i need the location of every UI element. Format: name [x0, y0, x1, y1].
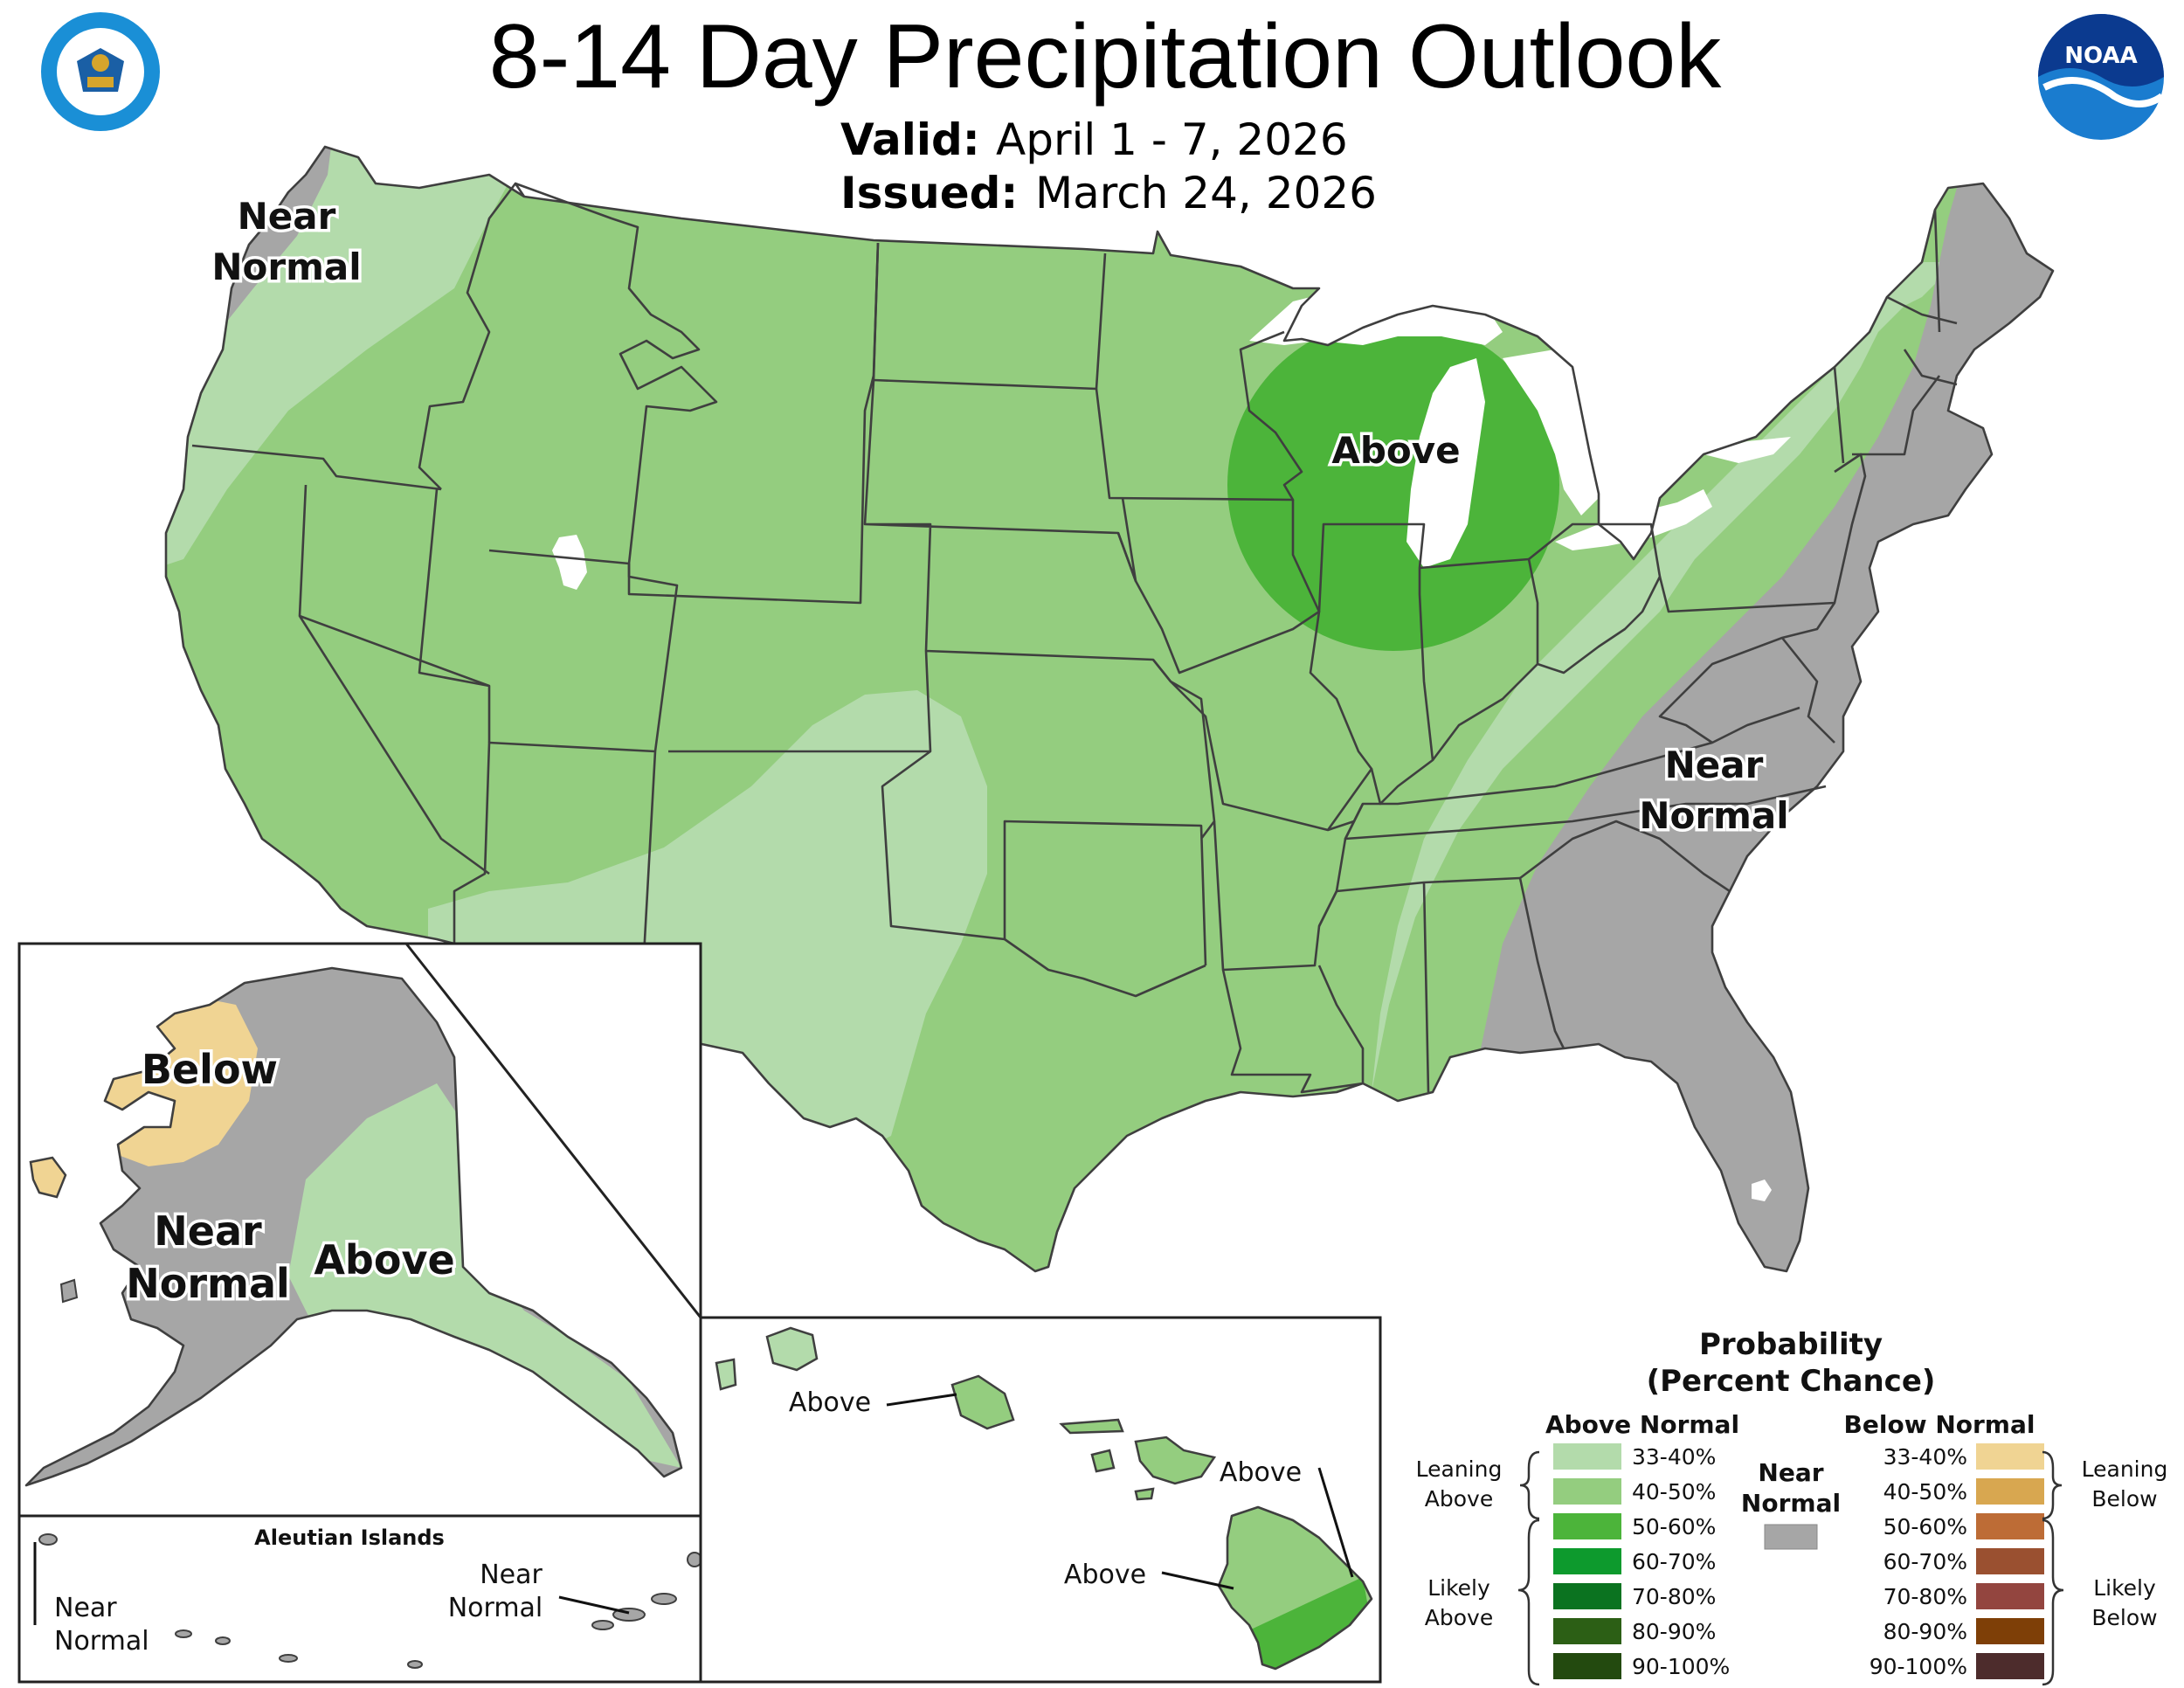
page-title: 8-14 Day Precipitation Outlook	[489, 6, 1723, 107]
island-kauai	[765, 1326, 819, 1372]
legend-title-line1: Probability	[1699, 1327, 1883, 1362]
legend-above-label-0: 33-40%	[1632, 1444, 1716, 1470]
legend-above-swatch-4	[1553, 1583, 1621, 1609]
legend-below-swatch-0	[1976, 1443, 2044, 1470]
legend-above-swatch-3	[1553, 1548, 1621, 1574]
legend-likely-above-2: Above	[1425, 1605, 1493, 1630]
valid-label: Valid:	[840, 114, 980, 165]
aleutian-left-near: Near	[54, 1593, 117, 1623]
island-niihau	[715, 1358, 737, 1391]
legend-above-label-4: 70-80%	[1632, 1584, 1716, 1609]
legend-above-swatch-2	[1553, 1513, 1621, 1539]
legend-below-label-0: 33-40%	[1883, 1444, 1967, 1470]
legend-below-label-5: 80-90%	[1883, 1619, 1967, 1644]
legend-near-line2: Normal	[1741, 1489, 1841, 1518]
legend-near-swatch	[1764, 1524, 1818, 1550]
label-midwest-above: Above	[1331, 429, 1460, 472]
label-hawaii-big-island: Above	[1064, 1560, 1146, 1590]
hawaii-inset: Above Above Above	[699, 1316, 1382, 1684]
legend-below-label-1: 40-50%	[1883, 1479, 1967, 1505]
label-northwest-normal: Normal	[211, 246, 361, 288]
noaa-logo-text: NOAA	[2064, 43, 2137, 69]
legend-above-label-6: 90-100%	[1632, 1654, 1730, 1679]
legend-above-swatches: 33-40% 40-50% 50-60% 60-70% 70-80% 80-90% 90-1…	[1553, 1443, 1730, 1679]
island-lanai	[1090, 1449, 1116, 1473]
island-molokai	[1059, 1418, 1124, 1435]
island-maui	[1134, 1435, 1217, 1485]
legend-below-swatch-1	[1976, 1478, 2044, 1505]
legend: Probability (Percent Chance) Above Norma…	[1416, 1327, 2168, 1686]
legend-below-label-3: 60-70%	[1883, 1549, 1967, 1574]
legend-leaning-below-1: Leaning	[2082, 1456, 2168, 1482]
legend-above-heading: Above Normal	[1545, 1410, 1739, 1439]
legend-leaning-above-2: Above	[1425, 1486, 1493, 1512]
noaa-logo-icon: NOAA	[2038, 14, 2165, 140]
legend-above-label-1: 40-50%	[1632, 1479, 1716, 1505]
issued-value: March 24, 2026	[1035, 168, 1377, 218]
label-hawaii-oahu: Above	[789, 1387, 871, 1418]
legend-below-label-6: 90-100%	[1870, 1654, 1967, 1679]
island-kahoolawe	[1134, 1487, 1155, 1501]
legend-above-swatch-0	[1553, 1443, 1621, 1470]
legend-likely-below-2: Below	[2091, 1605, 2157, 1630]
legend-below-swatch-3	[1976, 1548, 2044, 1574]
valid-value: April 1 - 7, 2026	[996, 114, 1348, 165]
legend-below-swatch-2	[1976, 1513, 2044, 1539]
legend-below-label-4: 70-80%	[1883, 1584, 1967, 1609]
legend-likely-below-1: Likely	[2093, 1575, 2156, 1601]
aleutian-right-normal: Normal	[448, 1593, 543, 1623]
aleutian-inset: Aleutian Islands Near Normal Near Normal	[17, 1514, 702, 1684]
legend-above-swatch-1	[1553, 1478, 1621, 1505]
legend-below-swatch-6	[1976, 1653, 2044, 1679]
legend-below-swatch-5	[1976, 1618, 2044, 1644]
alaska-inset: Below Near Normal Above	[17, 942, 702, 1518]
legend-title-line2: (Percent Chance)	[1647, 1364, 1936, 1399]
legend-above-swatch-6	[1553, 1653, 1621, 1679]
legend-likely-above-1: Likely	[1427, 1575, 1490, 1601]
aleutian-right-near: Near	[480, 1560, 543, 1590]
label-alaska-near: Near	[154, 1207, 262, 1255]
label-southeast-near: Near	[1665, 744, 1764, 786]
label-alaska-normal: Normal	[126, 1260, 290, 1307]
aleutian-title: Aleutian Islands	[254, 1525, 445, 1550]
label-southeast-normal: Normal	[1639, 794, 1788, 837]
label-northwest-near: Near	[238, 195, 336, 238]
label-hawaii-maui: Above	[1220, 1457, 1302, 1488]
legend-leaning-below-2: Below	[2091, 1486, 2157, 1512]
legend-leaning-above-1: Leaning	[1416, 1456, 1503, 1482]
issued-label: Issued:	[840, 168, 1018, 218]
commerce-seal-icon	[41, 12, 160, 131]
legend-above-label-5: 80-90%	[1632, 1619, 1716, 1644]
legend-below-heading: Below Normal	[1844, 1410, 2035, 1439]
legend-below-label-2: 50-60%	[1883, 1514, 1967, 1539]
legend-above-swatch-5	[1553, 1618, 1621, 1644]
legend-below-swatches: 33-40% 40-50% 50-60% 60-70% 70-80% 80-90% 90-1…	[1870, 1443, 2044, 1679]
legend-above-label-3: 60-70%	[1632, 1549, 1716, 1574]
aleutian-left-normal: Normal	[54, 1626, 149, 1657]
label-alaska-above: Above	[314, 1236, 454, 1283]
island-oahu	[950, 1374, 1015, 1430]
label-alaska-below: Below	[142, 1046, 278, 1093]
legend-near-line1: Near	[1758, 1458, 1823, 1487]
legend-above-label-2: 50-60%	[1632, 1514, 1716, 1539]
legend-below-swatch-4	[1976, 1583, 2044, 1609]
state-boundaries	[191, 182, 1958, 1094]
